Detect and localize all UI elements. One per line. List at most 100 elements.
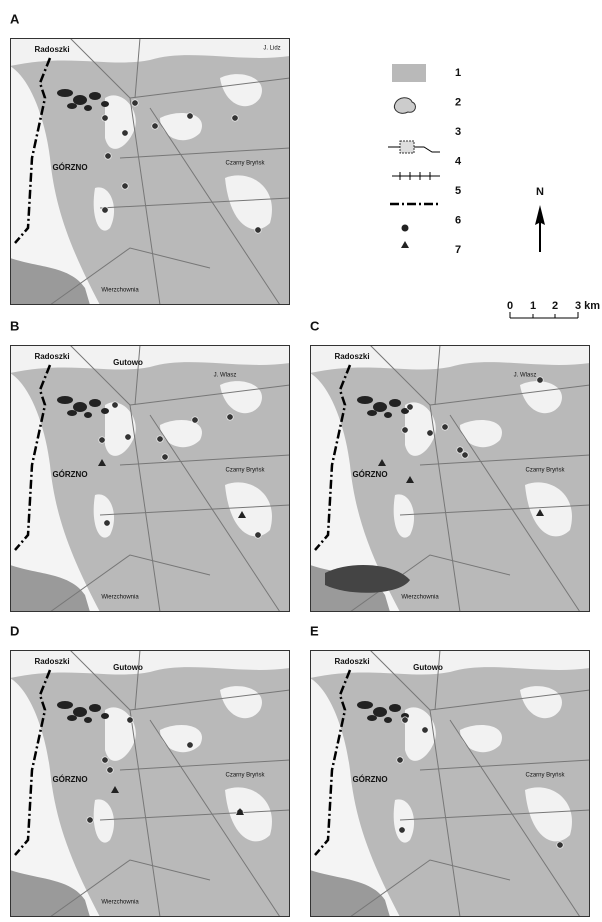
place-label: Czarny Bryńsk [225, 161, 265, 167]
site-triangle [536, 509, 544, 516]
place-label: Radoszki [34, 657, 69, 666]
site-marker [161, 453, 169, 461]
place-label: Radoszki [34, 352, 69, 361]
legend-label: 6 [455, 214, 461, 226]
scale-bar [509, 312, 579, 319]
site-marker [121, 129, 129, 137]
legend-swatch [392, 64, 426, 82]
place-label: Czarny Bryńsk [525, 468, 565, 474]
site-triangle [111, 786, 119, 793]
site-marker [106, 766, 114, 774]
north-label: N [536, 186, 544, 198]
place-label: GÓRZNO [52, 163, 87, 172]
scale-label: 1 [530, 300, 536, 312]
site-marker [254, 226, 262, 234]
site-triangle [236, 808, 244, 815]
place-label: Gutowo [113, 358, 143, 367]
place-label: Czarny Bryńsk [225, 773, 265, 779]
place-label: Radoszki [34, 45, 69, 54]
site-marker [231, 114, 239, 122]
site-marker [421, 726, 429, 734]
place-label: J. Wlasz [214, 373, 237, 379]
site-marker [131, 99, 139, 107]
legend-swatch [392, 172, 440, 180]
place-label: GÓRZNO [352, 775, 387, 784]
legend-label: 3 [455, 126, 461, 138]
place-label: J. Wlasz [514, 373, 537, 379]
place-label: Wierzchownia [101, 288, 139, 294]
site-triangle [406, 476, 414, 483]
scale-label: 3 km [575, 300, 600, 312]
panel-letter: D [10, 623, 19, 638]
site-triangle [98, 459, 106, 466]
place-label: GÓRZNO [52, 470, 87, 479]
site-marker [401, 426, 409, 434]
place-label: Radoszki [334, 657, 369, 666]
legend-label: 2 [455, 96, 461, 108]
site-marker [86, 816, 94, 824]
scale-label: 0 [507, 300, 513, 312]
place-label: Wierzchownia [401, 595, 439, 601]
site-marker [101, 206, 109, 214]
site-triangle [238, 511, 246, 518]
place-label: GÓRZNO [52, 775, 87, 784]
legend-label: 4 [455, 155, 462, 167]
site-marker [441, 423, 449, 431]
legend-label: 1 [455, 67, 461, 79]
panel-letter: C [310, 318, 320, 333]
site-marker [426, 429, 434, 437]
site-marker [121, 182, 129, 190]
site-marker [226, 413, 234, 421]
site-marker [103, 519, 111, 527]
site-marker [556, 841, 564, 849]
site-marker [186, 112, 194, 120]
place-label: J. Lidz [263, 46, 280, 52]
place-label: Czarny Bryńsk [225, 468, 265, 474]
place-label: GÓRZNO [352, 470, 387, 479]
place-label: Wierzchownia [101, 595, 139, 601]
site-marker [101, 114, 109, 122]
site-marker [406, 403, 414, 411]
map-panel: Radoszki GÓRZNO J. Lidz Czarny Bryńsk Wierzc… [10, 38, 290, 305]
panel-letter: E [310, 623, 319, 638]
legend-swatch [393, 97, 416, 114]
legend-label: 7 [455, 244, 461, 256]
site-marker [191, 416, 199, 424]
map-panel: Radoszki Gutowo GÓRZNO Czarny Bryńsk Wierzch… [10, 650, 290, 917]
site-marker [151, 122, 159, 130]
site-marker [104, 152, 112, 160]
place-label: Gutowo [413, 663, 443, 672]
site-marker [156, 435, 164, 443]
site-marker [111, 401, 119, 409]
legend-swatch [388, 146, 440, 153]
site-marker [456, 446, 464, 454]
place-label: Wierzchownia [101, 900, 139, 906]
panel-letter: A [10, 11, 20, 26]
place-label: Radoszki [334, 352, 369, 361]
north-arrow [535, 205, 545, 252]
legend-label: 5 [455, 185, 461, 197]
site-marker [186, 741, 194, 749]
panel-letter: B [10, 318, 19, 333]
highlight-area [325, 564, 410, 593]
legend-swatch [401, 224, 409, 232]
map-panel: Radoszki GÓRZNO J. Wlasz Czarny Bryńsk Wierz… [310, 345, 590, 612]
map-panel: Radoszki Gutowo GÓRZNO J. Wlasz Czarny Bryńs… [10, 345, 290, 612]
site-marker [401, 716, 409, 724]
site-marker [98, 436, 106, 444]
site-marker [101, 756, 109, 764]
site-marker [254, 531, 262, 539]
legend-swatch [401, 241, 409, 248]
site-marker [126, 716, 134, 724]
site-marker [124, 433, 132, 441]
site-triangle [378, 459, 386, 466]
map-panel: Radoszki Gutowo GÓRZNO Czarny Bryńsk [310, 650, 590, 917]
site-marker [396, 756, 404, 764]
site-marker [398, 826, 406, 834]
place-label: Gutowo [113, 663, 143, 672]
site-marker [461, 451, 469, 459]
legend-swatch [399, 140, 415, 154]
site-marker [536, 376, 544, 384]
scale-label: 2 [552, 300, 558, 312]
